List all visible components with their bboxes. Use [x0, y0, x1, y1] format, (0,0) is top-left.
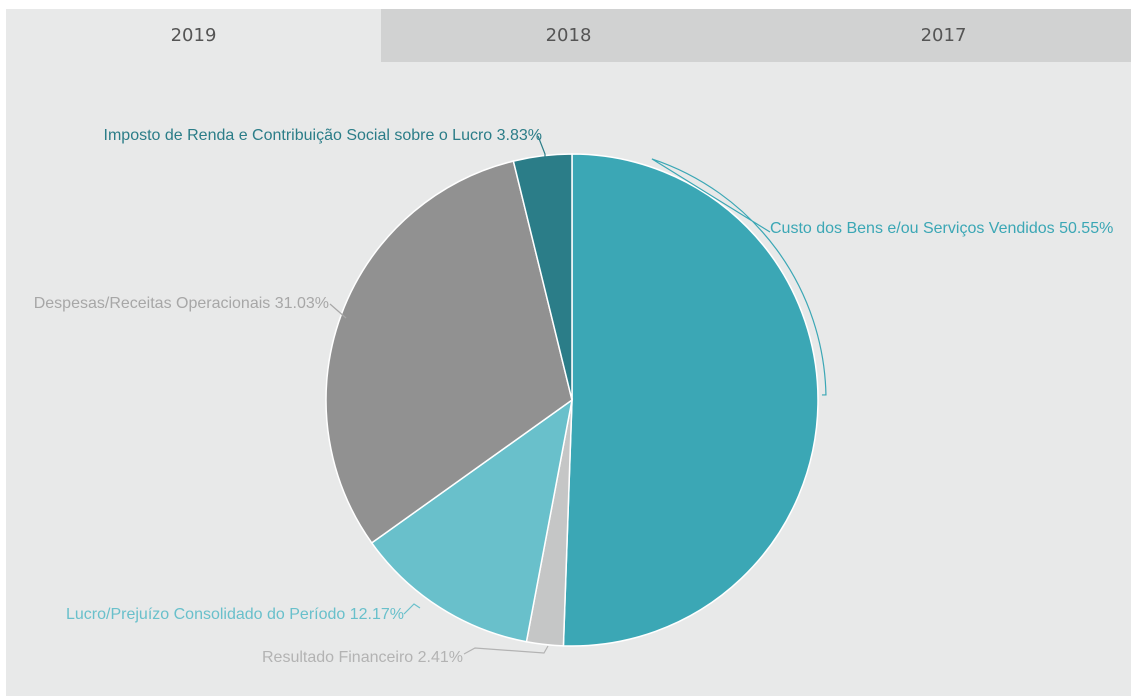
pie-chart: Custo dos Bens e/ou Serviços Vendidos 50… — [6, 9, 1131, 696]
label-lucro: Lucro/Prejuízo Consolidado do Período 12… — [66, 606, 404, 623]
label-imposto: Imposto de Renda e Contribuição Social s… — [104, 127, 542, 144]
label-despesas: Despesas/Receitas Operacionais 31.03% — [34, 295, 329, 312]
leader-resultado-financeiro — [464, 646, 548, 654]
leader-lucro — [404, 604, 420, 614]
chart-panel: 2019 2018 2017 Custo dos Bens e/ou Servi… — [6, 9, 1131, 696]
label-resultado-financeiro: Resultado Financeiro 2.41% — [262, 649, 463, 666]
label-custo: Custo dos Bens e/ou Serviços Vendidos 50… — [770, 220, 1113, 237]
